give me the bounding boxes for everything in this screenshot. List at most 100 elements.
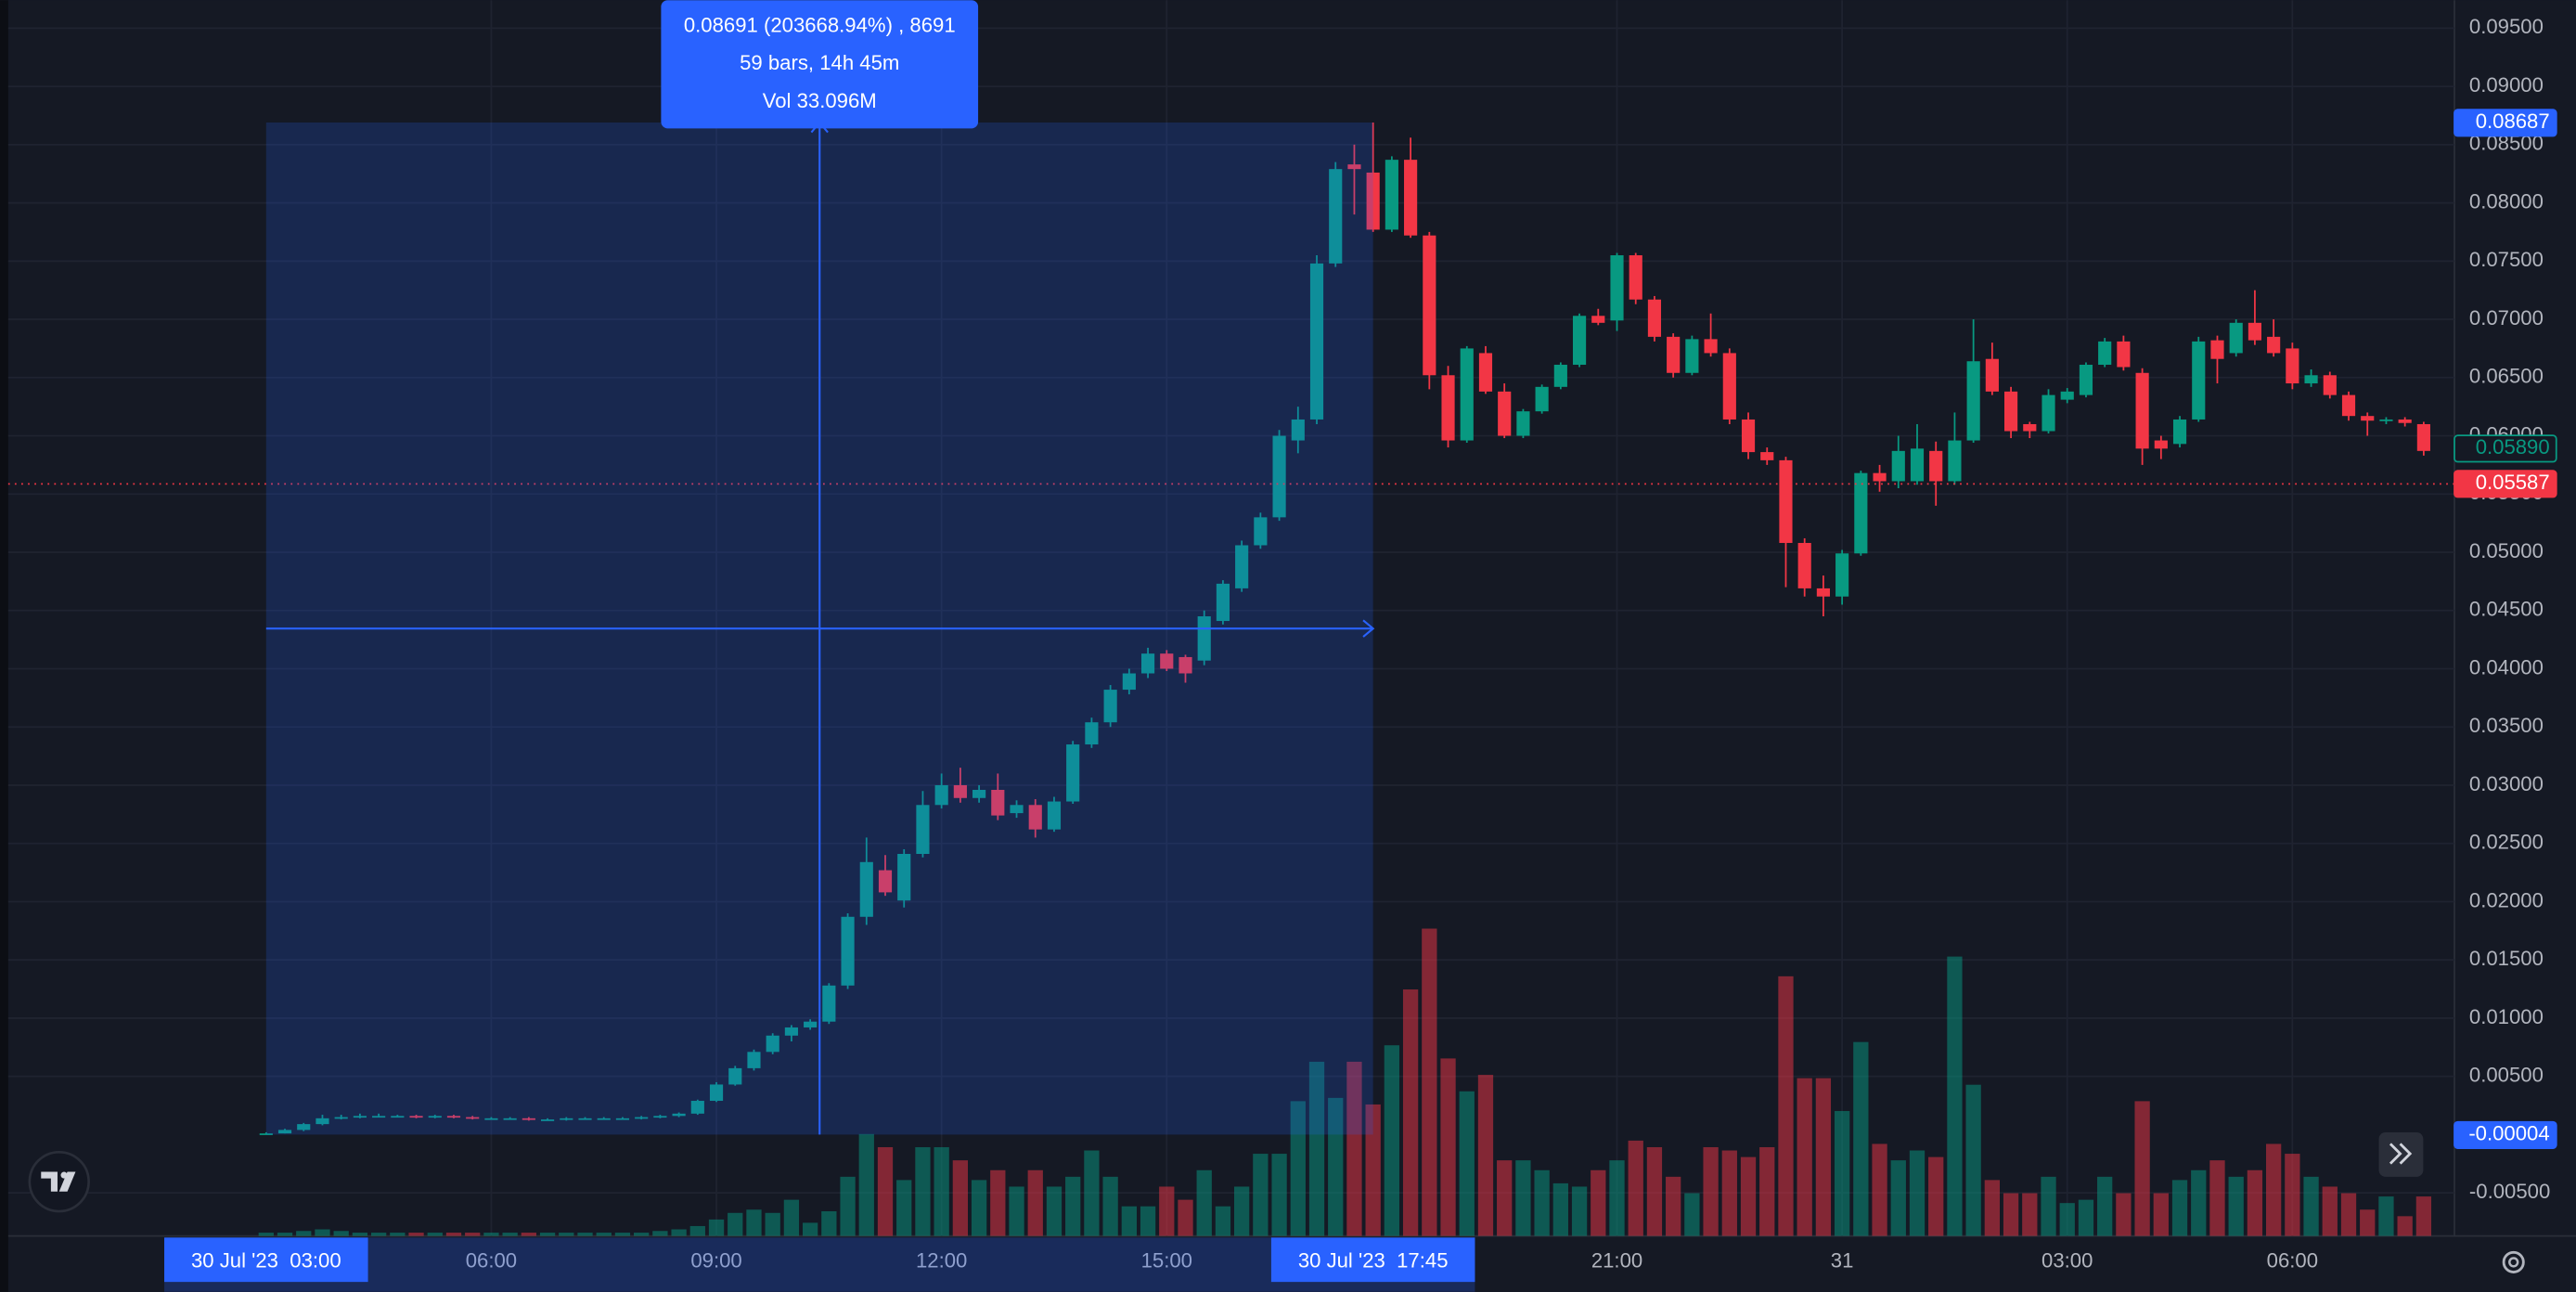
volume-bar: [408, 1233, 424, 1236]
volume-bar: [521, 1233, 537, 1236]
candle-body: [1985, 358, 1999, 392]
candle-body: [2172, 419, 2187, 445]
candle-body: [766, 1035, 779, 1053]
price-label: 0.05890: [2476, 435, 2550, 459]
candle-body: [1122, 673, 1136, 691]
logo-dot: [60, 1171, 68, 1179]
settings-button[interactable]: [2502, 1250, 2525, 1273]
volume-bar: [483, 1233, 499, 1236]
volume-bar: [1346, 1061, 1362, 1236]
candle-body: [503, 1118, 517, 1120]
volume-bar: [1196, 1169, 1212, 1236]
x-tick-label: 15:00: [1141, 1249, 1192, 1273]
volume-bar: [1328, 1097, 1344, 1236]
volume-bar: [1552, 1182, 1568, 1236]
volume-bar: [1947, 956, 1963, 1236]
candle-body: [1891, 450, 1905, 482]
candle-body: [466, 1117, 480, 1119]
volume-bar: [1308, 1061, 1325, 1236]
candle-body: [1085, 722, 1099, 745]
volume-bar: [465, 1233, 481, 1236]
candle-body: [297, 1124, 311, 1130]
x-tick-label: 03:00: [2041, 1249, 2093, 1273]
candle-body: [1272, 435, 1286, 518]
y-tick-label: 0.07000: [2469, 306, 2544, 329]
volume-bar: [990, 1169, 1006, 1236]
candle-body: [372, 1116, 386, 1118]
candle-body: [353, 1116, 367, 1118]
x-tick-label: 06:00: [2267, 1249, 2318, 1273]
candle-body: [1722, 353, 1736, 420]
volume-bar: [2415, 1196, 2432, 1236]
x-tick-label: 12:00: [916, 1249, 967, 1273]
scroll-button[interactable]: [2378, 1132, 2424, 1177]
candle-body: [2041, 394, 2055, 432]
x-tick-label: 09:00: [690, 1249, 741, 1273]
candle-body: [2154, 440, 2168, 449]
volume-bar: [934, 1146, 949, 1236]
volume-bar: [2360, 1209, 2376, 1236]
candle-body: [259, 1133, 273, 1135]
volume-bar: [2228, 1176, 2244, 1236]
volume-bar: [765, 1212, 780, 1236]
candle-body: [1629, 255, 1642, 300]
volume-bar: [427, 1233, 443, 1236]
volume-bar: [1497, 1160, 1513, 1236]
volume-bar: [502, 1233, 518, 1236]
candle-body: [2023, 423, 2037, 432]
candle-body: [578, 1118, 592, 1120]
volume-bar: [1234, 1186, 1250, 1236]
measure-text: Vol 33.096M: [763, 89, 877, 112]
candle-body: [1235, 545, 1249, 588]
y-tick-label: 0.03000: [2469, 772, 2544, 795]
volume-bar: [1046, 1186, 1063, 1236]
candle-body: [1441, 375, 1455, 441]
candle-body: [277, 1130, 292, 1134]
price-label: 0.08687: [2476, 110, 2550, 133]
candle-body: [1760, 452, 1774, 460]
candle-body: [2004, 391, 2018, 432]
volume-bar: [1102, 1176, 1118, 1236]
volume-bar: [1290, 1101, 1306, 1236]
candle-body: [2379, 419, 2393, 421]
candle-body: [1553, 364, 1567, 387]
volume-bar: [1684, 1193, 1700, 1236]
volume-bar: [1515, 1160, 1531, 1236]
time-label-bg: [164, 1237, 368, 1283]
candle-body: [635, 1117, 649, 1119]
volume-bar: [1984, 1180, 2001, 1236]
candle-body: [1309, 263, 1324, 420]
volume-bar: [2097, 1176, 2113, 1236]
candle-body: [953, 784, 967, 798]
volume-bar: [1027, 1169, 1043, 1236]
volume-bar: [671, 1229, 687, 1236]
candle-body: [1816, 588, 1830, 597]
volume-bar: [2340, 1193, 2357, 1236]
candle-body: [409, 1116, 423, 1118]
logo-circle: [28, 1150, 90, 1213]
tradingview-logo[interactable]: [28, 1150, 90, 1213]
y-tick-label: 0.01500: [2469, 947, 2544, 970]
volume-bar: [1009, 1186, 1024, 1236]
volume-bar: [1065, 1176, 1081, 1236]
volume-bar: [1721, 1150, 1737, 1236]
candle-body: [540, 1119, 555, 1121]
volume-bar: [352, 1233, 368, 1236]
volume-bar: [1534, 1169, 1550, 1236]
candle-body: [1572, 316, 1587, 365]
candle-body: [1140, 653, 1155, 674]
candle-body: [1498, 391, 1512, 436]
volume-bar: [2303, 1176, 2319, 1236]
gear-ring: [2502, 1250, 2525, 1273]
candle-body: [1423, 235, 1436, 376]
volume-bar: [1459, 1091, 1475, 1236]
volume-bar: [1084, 1150, 1100, 1236]
time-label-highlight: 30 Jul '23 03:00: [191, 1249, 341, 1273]
volume-bar: [2397, 1216, 2413, 1236]
volume-bar: [1872, 1143, 1887, 1236]
time-range-highlight: [164, 1237, 1475, 1292]
volume-bar: [821, 1211, 837, 1236]
volume-bar: [652, 1231, 668, 1236]
y-tick-label: 0.08000: [2469, 189, 2544, 213]
